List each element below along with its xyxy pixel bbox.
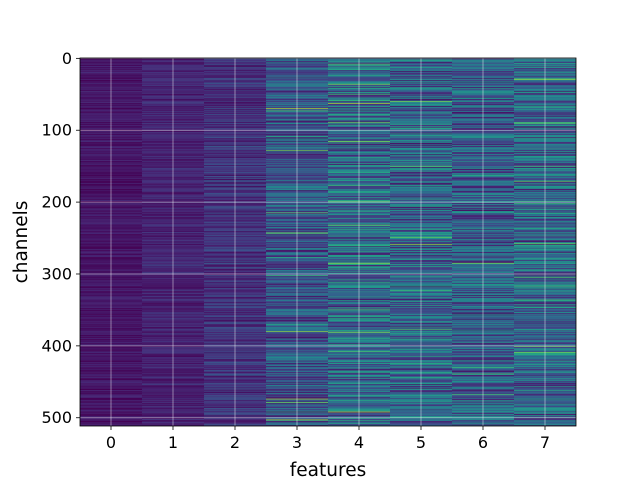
y-tick-label: 400 (41, 336, 72, 355)
y-tick-label: 0 (62, 49, 72, 68)
x-tick-label: 6 (478, 433, 488, 452)
x-tick-label: 1 (168, 433, 178, 452)
x-tick-label: 0 (106, 433, 116, 452)
x-tick-label: 2 (230, 433, 240, 452)
y-axis-label: channels (11, 201, 32, 284)
y-axis-ticks: 0 100 200 300 400 500 (41, 49, 80, 427)
grid-lines (80, 57, 576, 426)
y-tick-label: 500 (41, 408, 72, 427)
x-tick-label: 4 (354, 433, 364, 452)
x-tick-label: 3 (292, 433, 302, 452)
x-tick-label: 5 (416, 433, 426, 452)
x-tick-label: 7 (540, 433, 550, 452)
x-axis-label: features (290, 460, 366, 480)
plot-frame (79, 57, 577, 427)
y-tick-label: 200 (41, 193, 72, 212)
y-tick-label: 300 (41, 264, 72, 283)
y-tick-label: 100 (41, 121, 72, 140)
x-axis-ticks: 0 1 2 3 4 5 6 7 (106, 426, 550, 452)
heatmap-cells (80, 58, 576, 426)
